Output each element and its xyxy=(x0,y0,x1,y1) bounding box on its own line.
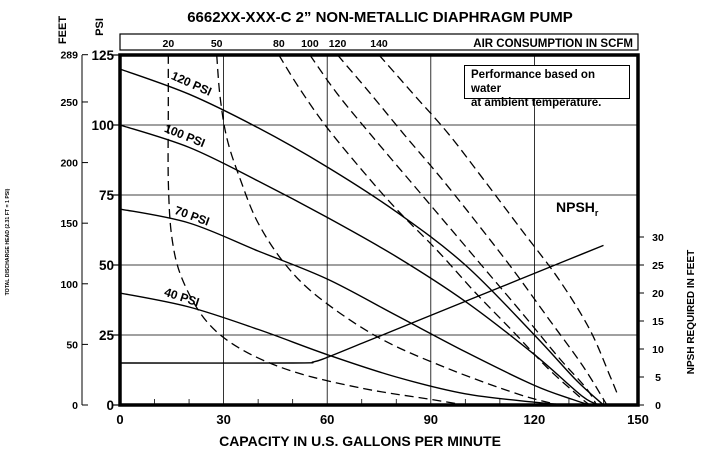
air-curve-140-scfm xyxy=(378,55,618,395)
top-tick-label-100: 100 xyxy=(301,38,319,50)
note-line-1: Performance based on water xyxy=(471,69,595,95)
psi-tick-label-50: 50 xyxy=(99,258,114,273)
feet-tick-label-50: 50 xyxy=(66,339,78,351)
npsh-tick-label-25: 25 xyxy=(652,260,664,272)
feet-axis-side-label: TOTAL DISCHARGE HEAD (2.31 FT = 1 PSI) xyxy=(5,188,11,295)
x-tick-label-90: 90 xyxy=(424,412,438,427)
air-curve-50-scfm xyxy=(216,55,559,405)
air-consumption-strip xyxy=(119,33,639,51)
npsh-label-subscript: r xyxy=(595,208,599,218)
x-tick-label-150: 150 xyxy=(627,412,649,427)
psi-tick-label-100: 100 xyxy=(91,118,114,133)
x-tick-label-0: 0 xyxy=(116,412,123,427)
curve-label-120-psi: 120 PSI xyxy=(169,69,214,99)
curves xyxy=(119,55,618,405)
x-tick-label-120: 120 xyxy=(524,412,546,427)
npsh-tick-label-15: 15 xyxy=(652,316,664,328)
feet-tick-label-100: 100 xyxy=(60,279,78,291)
x-tick-label-60: 60 xyxy=(320,412,334,427)
npsh-tick-label-5: 5 xyxy=(655,372,661,384)
psi-tick-label-125: 125 xyxy=(91,48,114,63)
air-curve-20-scfm xyxy=(167,55,466,405)
axes: 20 50 80 100 120 1400501001502002502890255075… xyxy=(60,38,664,427)
curve-label-70-psi: 70 PSI xyxy=(173,203,212,228)
pressure-curve-120-psi xyxy=(120,68,604,405)
top-tick-label-140: 140 xyxy=(370,38,388,50)
top-tick-label-50: 50 xyxy=(211,38,223,50)
npsh-tick-label-30: 30 xyxy=(652,232,664,244)
npsh-curve xyxy=(119,244,604,364)
npsh-tick-label-0: 0 xyxy=(655,400,661,412)
chart-title: 6662XX-XXX-C 2” NON-METALLIC DIAPHRAGM P… xyxy=(187,9,573,26)
npsh-tick-label-20: 20 xyxy=(652,288,664,300)
feet-tick-label-200: 200 xyxy=(60,158,78,170)
psi-axis-title: PSI xyxy=(94,18,106,36)
npsh-axis-title: NPSH REQUIRED IN FEET xyxy=(686,250,697,374)
air-curve-80-scfm xyxy=(278,55,591,405)
top-tick-label-120: 120 xyxy=(329,38,347,50)
feet-tick-label-289: 289 xyxy=(60,50,78,62)
performance-note: Performance based on water at ambient te… xyxy=(464,65,630,109)
air-curve-100-scfm xyxy=(309,55,598,405)
top-tick-label-20: 20 xyxy=(163,38,175,50)
psi-tick-label-75: 75 xyxy=(99,188,115,203)
feet-tick-label-250: 250 xyxy=(60,97,78,109)
npsh-tick-label-10: 10 xyxy=(652,344,664,356)
pressure-curve-100-psi xyxy=(120,124,601,405)
plot-frame xyxy=(118,53,640,407)
note-line-2: at ambient temperature. xyxy=(471,97,602,109)
pressure-curve-40-psi xyxy=(120,292,569,405)
top-tick-label-80: 80 xyxy=(273,38,285,50)
x-tick-label-30: 30 xyxy=(216,412,230,427)
x-axis-label: CAPACITY IN U.S. GALLONS PER MINUTE xyxy=(219,433,501,449)
psi-tick-label-25: 25 xyxy=(99,328,115,343)
feet-tick-label-0: 0 xyxy=(72,400,78,412)
pressure-curve-70-psi xyxy=(120,208,590,405)
feet-tick-label-150: 150 xyxy=(60,218,78,230)
air-curve-120-scfm xyxy=(337,55,608,405)
feet-axis-title: FEET xyxy=(57,16,69,44)
npsh-label: NPSHr xyxy=(556,199,599,218)
psi-tick-label-0: 0 xyxy=(106,398,114,413)
top-axis-label: AIR CONSUMPTION IN SCFM xyxy=(473,38,633,50)
